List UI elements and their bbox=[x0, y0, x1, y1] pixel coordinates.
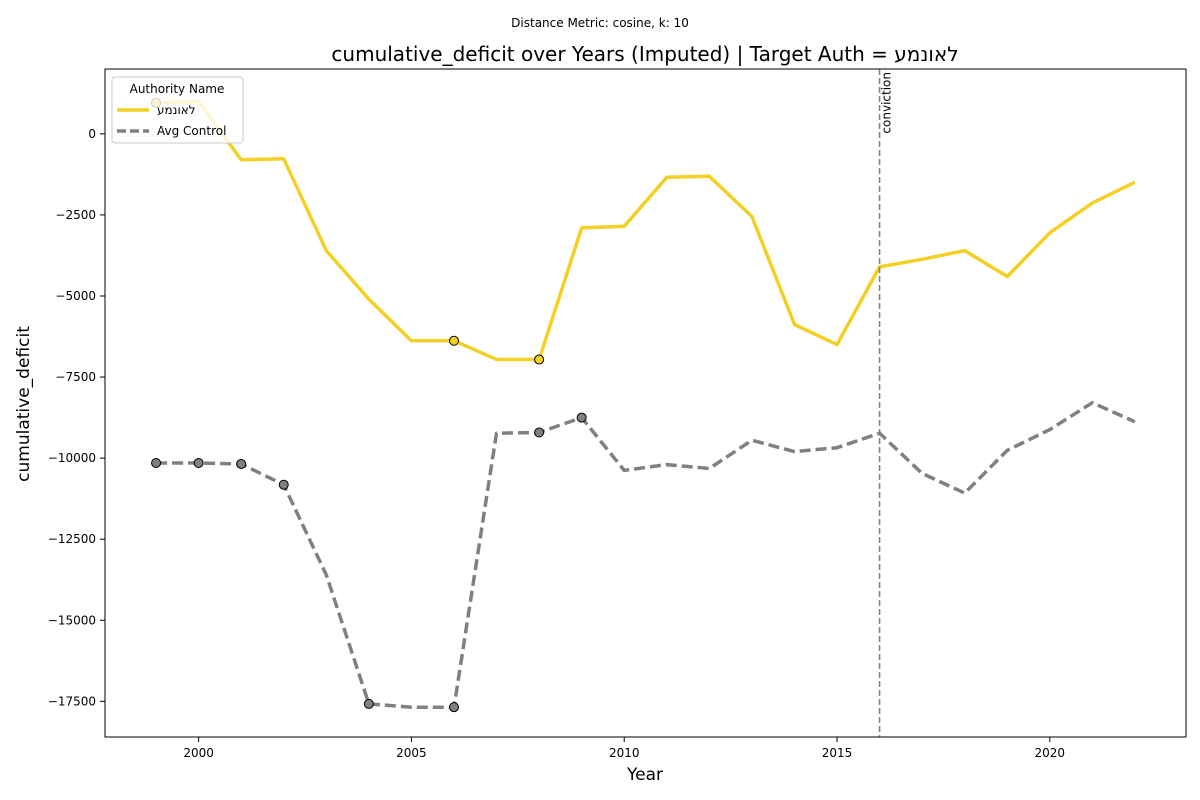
y-tick-label-0: 0 bbox=[88, 127, 96, 141]
legend: Authority Name לאונמע Avg Control bbox=[111, 76, 244, 144]
x-axis-label: Year bbox=[626, 765, 663, 785]
data-point-1-0 bbox=[151, 457, 162, 468]
data-point-1-4 bbox=[363, 698, 374, 709]
y-tick-label-3: −7500 bbox=[55, 370, 96, 384]
legend-frame bbox=[111, 76, 244, 144]
plot-area: conviction 2000 2005 2010 2015 2020 0 −2500 −500… bbox=[48, 68, 1187, 760]
data-point-1-2 bbox=[236, 458, 247, 469]
vline-label-0: conviction bbox=[880, 72, 894, 134]
x-tick-label-4: 2020 bbox=[1035, 746, 1066, 760]
y-tick-label-6: −15000 bbox=[48, 613, 96, 627]
x-tick-label-0: 2000 bbox=[183, 746, 214, 760]
data-point-1-3 bbox=[278, 479, 289, 490]
data-point-0-1 bbox=[448, 335, 459, 346]
x-tick-label-2: 2010 bbox=[609, 746, 640, 760]
y-tick-label-7: −17500 bbox=[48, 694, 96, 708]
y-tick-label-5: −12500 bbox=[48, 532, 96, 546]
y-tick-label-2: −5000 bbox=[55, 289, 96, 303]
legend-label-target: לאונמע bbox=[157, 103, 196, 117]
chart-title: cumulative_deficit over Years (Imputed) … bbox=[331, 42, 958, 66]
data-point-1-6 bbox=[534, 427, 545, 438]
data-point-0-2 bbox=[534, 354, 545, 365]
legend-title: Authority Name bbox=[130, 82, 225, 96]
x-tick-label-1: 2005 bbox=[396, 746, 427, 760]
data-point-1-1 bbox=[193, 457, 204, 468]
series-line-1 bbox=[156, 400, 1136, 709]
y-tick-label-1: −2500 bbox=[55, 208, 96, 222]
y-axis-label: cumulative_deficit bbox=[14, 326, 34, 482]
data-point-1-5 bbox=[448, 702, 459, 713]
y-tick-label-4: −10000 bbox=[48, 451, 96, 465]
x-tick-label-3: 2015 bbox=[822, 746, 853, 760]
series-line-0 bbox=[156, 99, 1136, 362]
chart-suptitle: Distance Metric: cosine, k: 10 bbox=[511, 16, 689, 30]
data-point-1-7 bbox=[576, 412, 587, 423]
axes-frame bbox=[104, 68, 1187, 738]
legend-label-control: Avg Control bbox=[157, 124, 226, 138]
